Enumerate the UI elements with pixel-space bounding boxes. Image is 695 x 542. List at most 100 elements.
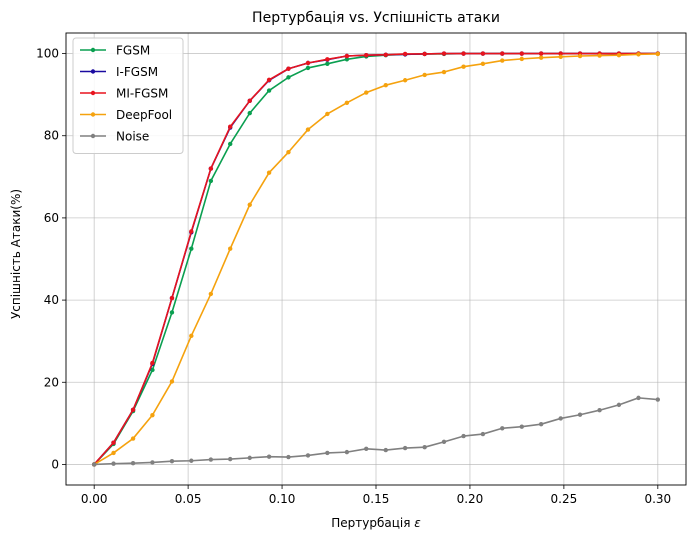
legend-swatch-marker — [90, 133, 96, 139]
series-noise — [91, 395, 661, 467]
x-tick-label: 0.25 — [551, 492, 578, 506]
data-point-noise — [247, 455, 252, 461]
data-point-fgsm — [286, 75, 291, 80]
data-point-noise — [286, 454, 291, 460]
data-point-noise — [441, 439, 447, 445]
data-point-fgsm — [189, 246, 194, 251]
x-axis-symbol: ε — [414, 516, 421, 530]
data-point-noise — [325, 450, 330, 456]
data-point-noise — [111, 461, 116, 466]
data-point-noise — [266, 454, 272, 459]
data-point-fgsm — [344, 57, 350, 62]
data-point-deepfool — [305, 127, 311, 132]
data-point-noise — [189, 458, 194, 463]
data-point-deepfool — [422, 72, 427, 78]
data-point-noise — [305, 453, 311, 458]
data-point-deepfool — [325, 111, 330, 117]
data-point-deepfool — [519, 56, 524, 62]
series-deepfool — [91, 51, 661, 467]
data-point-noise — [558, 416, 563, 421]
data-point-noise — [655, 397, 661, 402]
legend-item-deepfool: DeepFool — [80, 108, 172, 122]
data-point-deepfool — [247, 202, 252, 207]
data-point-mi-fgsm — [538, 51, 544, 56]
data-point-deepfool — [597, 53, 602, 58]
data-point-noise — [364, 446, 369, 452]
data-point-mi-fgsm — [422, 51, 427, 57]
y-tick-label: 0 — [51, 457, 59, 471]
x-tick-label: 0.10 — [269, 492, 296, 506]
data-point-noise — [344, 449, 350, 455]
x-tick-label: 0.05 — [175, 492, 202, 506]
data-point-mi-fgsm — [305, 60, 311, 66]
x-tick-label: 0.30 — [644, 492, 671, 506]
legend-item-fgsm: FGSM — [80, 44, 150, 58]
data-point-deepfool — [577, 53, 583, 59]
y-axis-label: Успішність Атаки(%) — [9, 189, 23, 319]
legend-swatch-marker — [90, 69, 96, 74]
data-point-deepfool — [383, 82, 388, 88]
data-point-mi-fgsm — [111, 440, 116, 445]
data-point-noise — [461, 433, 466, 439]
data-point-deepfool — [150, 412, 155, 418]
data-point-deepfool — [500, 58, 505, 63]
data-point-deepfool — [344, 100, 350, 106]
legend-item-i-fgsm: I-FGSM — [80, 65, 158, 79]
data-point-mi-fgsm — [325, 57, 330, 62]
series-mi-fgsm — [91, 51, 661, 467]
series-line-noise — [94, 397, 658, 466]
y-tick-label: 40 — [44, 293, 59, 307]
data-point-fgsm — [247, 110, 252, 116]
data-point-deepfool — [636, 52, 641, 57]
data-point-deepfool — [286, 149, 291, 155]
y-tick-label: 100 — [36, 47, 59, 61]
data-point-deepfool — [402, 78, 408, 83]
data-point-deepfool — [130, 436, 136, 441]
legend-label: MI-FGSM — [116, 87, 168, 101]
data-point-deepfool — [441, 69, 447, 75]
data-point-mi-fgsm — [247, 98, 252, 104]
data-point-deepfool — [480, 61, 486, 67]
data-point-mi-fgsm — [480, 51, 486, 56]
data-point-mi-fgsm — [169, 295, 175, 301]
x-tick-label: 0.00 — [81, 492, 108, 506]
data-point-fgsm — [150, 367, 155, 373]
data-point-deepfool — [228, 246, 233, 251]
x-tick-label: 0.20 — [457, 492, 484, 506]
series-lines — [91, 51, 661, 467]
data-point-noise — [480, 431, 486, 437]
legend-item-noise: Noise — [80, 130, 149, 144]
legend-label: Noise — [116, 130, 149, 144]
data-point-deepfool — [208, 291, 214, 297]
data-point-mi-fgsm — [150, 360, 155, 366]
data-point-deepfool — [266, 170, 272, 175]
data-point-fgsm — [325, 61, 330, 67]
data-point-fgsm — [169, 310, 175, 315]
data-point-noise — [500, 426, 505, 431]
legend-swatch-marker — [90, 90, 96, 96]
legend-label: FGSM — [116, 44, 150, 58]
legend-box — [72, 37, 184, 154]
data-point-deepfool — [558, 54, 563, 60]
data-point-mi-fgsm — [228, 124, 233, 129]
data-point-mi-fgsm — [441, 51, 447, 56]
data-point-fgsm — [305, 65, 311, 71]
data-point-noise — [169, 458, 175, 464]
legend-swatch-marker — [90, 112, 96, 117]
data-point-noise — [577, 412, 583, 417]
y-tick-label: 60 — [44, 211, 59, 225]
data-point-deepfool — [616, 52, 622, 58]
data-point-deepfool — [364, 90, 369, 95]
data-point-mi-fgsm — [500, 51, 505, 56]
data-point-mi-fgsm — [189, 229, 194, 234]
data-point-noise — [402, 445, 408, 451]
data-point-noise — [150, 460, 155, 465]
x-axis-label-text: Пертурбація — [331, 516, 410, 530]
data-point-fgsm — [266, 88, 272, 93]
x-axis-label: Пертурбація ε — [331, 516, 421, 530]
data-point-mi-fgsm — [130, 407, 136, 413]
data-point-deepfool — [111, 450, 116, 456]
legend-item-mi-fgsm: MI-FGSM — [80, 87, 168, 101]
data-point-mi-fgsm — [344, 53, 350, 59]
